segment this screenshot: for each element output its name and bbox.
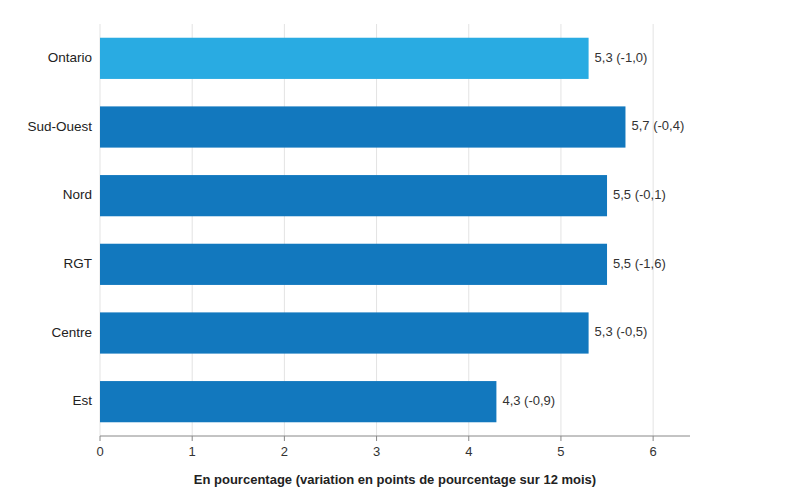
chart-container: 0 1 2 3 4 5 6 En pourcentage (variation en poin… (0, 0, 800, 500)
y-axis: Ontario Sud-Ouest Nord RGT Centre Est (27, 50, 92, 408)
data-label: 4,3 (-0,9) (502, 393, 555, 408)
labels: 5,3 (-1,0) 5,7 (-0,4) 5,5 (-0,1) 5,5 (-1,6)… (502, 50, 684, 408)
data-label: 5,5 (-1,6) (613, 256, 666, 271)
grid-line (376, 24, 377, 436)
grid-line (560, 24, 561, 436)
data-label: 5,7 (-0,4) (631, 118, 684, 133)
tick-mark (100, 436, 101, 441)
tick-mark (192, 436, 193, 441)
bar (100, 312, 589, 353)
bars (100, 38, 625, 423)
category-label: Centre (51, 325, 92, 340)
category-label: Ontario (48, 50, 92, 65)
grid (100, 24, 653, 436)
tick-label: 0 (96, 444, 103, 459)
tick-mark (284, 436, 285, 441)
data-label: 5,3 (-1,0) (595, 50, 648, 65)
tick-label: 1 (189, 444, 196, 459)
bar (100, 106, 625, 147)
tick-label: 5 (557, 444, 564, 459)
tick-mark (468, 436, 469, 441)
category-label: Nord (63, 187, 92, 202)
data-label: 5,3 (-0,5) (595, 324, 648, 339)
tick-mark (653, 436, 654, 441)
tick-label: 4 (465, 444, 472, 459)
chart-svg: 0 1 2 3 4 5 6 En pourcentage (variation en poin… (0, 0, 800, 500)
grid-line (653, 24, 654, 436)
x-axis-label: En pourcentage (variation en points de p… (194, 472, 596, 487)
bar (100, 175, 607, 216)
x-axis: 0 1 2 3 4 5 6 (96, 436, 690, 459)
tick-mark (376, 436, 377, 441)
axis-line (100, 436, 690, 437)
bar (100, 244, 607, 285)
category-label: RGT (64, 256, 93, 271)
category-label: Sud-Ouest (27, 119, 92, 134)
category-label: Est (72, 393, 92, 408)
grid-line (468, 24, 469, 436)
grid-line (284, 24, 285, 436)
grid-line (192, 24, 193, 436)
data-label: 5,5 (-0,1) (613, 187, 666, 202)
grid-line (100, 24, 101, 436)
tick-label: 3 (373, 444, 380, 459)
bar (100, 381, 496, 422)
tick-label: 2 (281, 444, 288, 459)
tick-mark (560, 436, 561, 441)
bar (100, 38, 589, 79)
tick-label: 6 (650, 444, 657, 459)
